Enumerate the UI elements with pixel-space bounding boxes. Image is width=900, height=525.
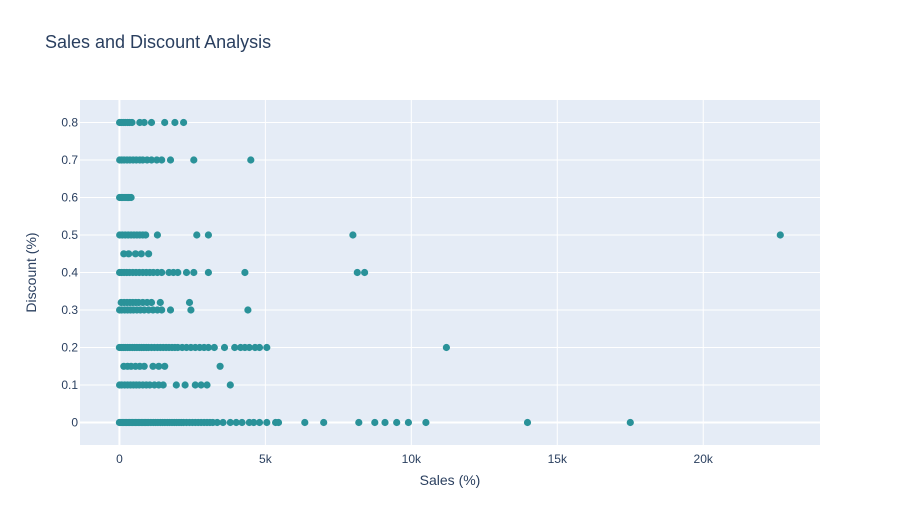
data-point[interactable] (204, 231, 212, 239)
data-point[interactable] (274, 418, 283, 427)
data-point[interactable] (174, 268, 182, 277)
x-tick-label: 0 (116, 452, 123, 466)
data-point[interactable] (142, 231, 150, 239)
data-point[interactable] (180, 118, 188, 127)
data-point[interactable] (776, 231, 784, 239)
data-point[interactable] (247, 156, 255, 164)
chart-title: Sales and Discount Analysis (45, 32, 272, 52)
data-point[interactable] (255, 343, 264, 352)
data-point[interactable] (155, 362, 163, 370)
data-point[interactable] (171, 118, 179, 127)
y-tick-label: 0.3 (61, 303, 78, 317)
x-tick-label: 5k (259, 452, 273, 466)
data-point[interactable] (193, 231, 201, 239)
data-point[interactable] (241, 268, 249, 277)
data-points (115, 118, 784, 427)
data-point[interactable] (349, 231, 357, 239)
data-point[interactable] (191, 381, 199, 389)
data-point[interactable] (153, 231, 161, 239)
data-point[interactable] (213, 418, 221, 427)
data-point[interactable] (187, 306, 195, 314)
data-point[interactable] (158, 306, 166, 314)
data-point[interactable] (147, 118, 156, 127)
data-point[interactable] (523, 418, 532, 427)
data-point[interactable] (131, 250, 140, 258)
y-tick-label: 0.7 (61, 153, 78, 167)
data-point[interactable] (190, 156, 198, 164)
data-point[interactable] (255, 418, 264, 427)
y-tick-label: 0.5 (61, 228, 78, 242)
data-point[interactable] (137, 250, 145, 258)
data-point[interactable] (127, 193, 135, 202)
data-point[interactable] (442, 343, 450, 352)
data-point[interactable] (263, 418, 271, 427)
data-point[interactable] (226, 381, 234, 389)
data-point[interactable] (159, 381, 167, 389)
y-tick-label: 0 (71, 416, 78, 430)
data-point[interactable] (245, 343, 253, 352)
data-point[interactable] (204, 343, 212, 352)
data-point[interactable] (172, 381, 180, 389)
y-tick-label: 0.8 (61, 116, 78, 130)
data-point[interactable] (166, 306, 175, 314)
data-point[interactable] (393, 418, 401, 427)
tick-labels: 0 0.1 0.2 0.3 0.4 0.5 0.6 0.7 0.8 0 5k 10k 15k 20k (61, 116, 714, 467)
data-point[interactable] (161, 362, 169, 370)
y-tick-label: 0.4 (61, 266, 78, 280)
data-point[interactable] (158, 156, 166, 164)
data-point[interactable] (216, 362, 224, 370)
data-point[interactable] (219, 418, 227, 427)
data-point[interactable] (204, 268, 212, 277)
data-point[interactable] (147, 156, 156, 164)
data-point[interactable] (161, 118, 169, 127)
data-point[interactable] (197, 381, 205, 389)
data-point[interactable] (182, 268, 191, 277)
data-point[interactable] (166, 156, 175, 164)
y-tick-label: 0.6 (61, 191, 78, 205)
data-point[interactable] (140, 362, 148, 370)
data-point[interactable] (156, 298, 164, 307)
data-point[interactable] (185, 298, 194, 307)
data-point[interactable] (140, 118, 148, 127)
x-tick-label: 20k (694, 452, 714, 466)
data-point[interactable] (381, 418, 389, 427)
data-point[interactable] (158, 268, 166, 277)
data-point[interactable] (149, 362, 157, 370)
data-point[interactable] (231, 343, 239, 352)
y-axis-title: Discount (%) (23, 232, 39, 312)
data-point[interactable] (125, 250, 133, 258)
x-tick-label: 10k (402, 452, 422, 466)
data-point[interactable] (244, 306, 252, 314)
data-point[interactable] (320, 418, 328, 427)
data-point[interactable] (626, 418, 634, 427)
data-point[interactable] (190, 268, 198, 277)
data-point[interactable] (203, 381, 211, 389)
data-point[interactable] (147, 298, 156, 307)
x-tick-label: 15k (548, 452, 568, 466)
x-axis-title: Sales (%) (420, 472, 481, 488)
data-point[interactable] (361, 268, 369, 277)
y-tick-label: 0.2 (61, 341, 78, 355)
data-point[interactable] (371, 418, 379, 427)
data-point[interactable] (181, 381, 189, 389)
data-point[interactable] (422, 418, 430, 427)
data-point[interactable] (353, 268, 361, 277)
data-point[interactable] (210, 343, 218, 352)
data-point[interactable] (250, 418, 258, 427)
data-point[interactable] (128, 118, 136, 127)
data-point[interactable] (355, 418, 363, 427)
data-point[interactable] (145, 250, 153, 258)
data-point[interactable] (301, 418, 309, 427)
data-point[interactable] (404, 418, 412, 427)
y-tick-label: 0.1 (61, 378, 78, 392)
data-point[interactable] (226, 418, 234, 427)
data-point[interactable] (238, 418, 246, 427)
data-point[interactable] (232, 418, 240, 427)
data-point[interactable] (263, 343, 271, 352)
data-point[interactable] (220, 343, 229, 352)
